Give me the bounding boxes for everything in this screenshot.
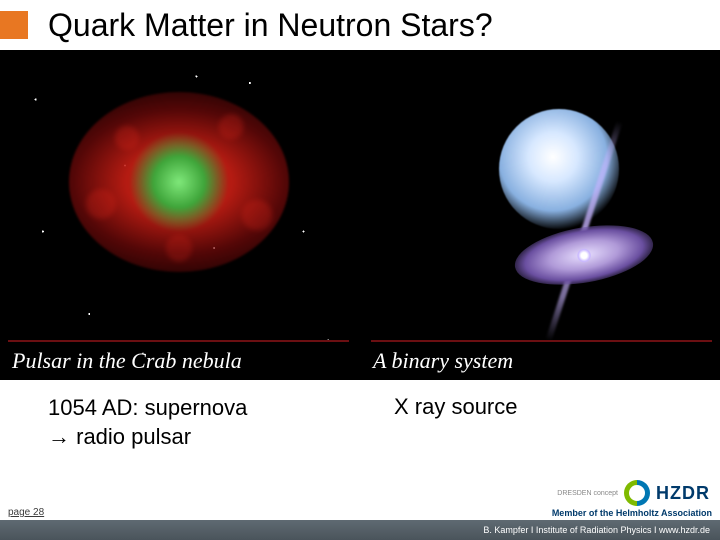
slide-title: Quark Matter in Neutron Stars? — [48, 7, 493, 44]
left-sub-line1: 1054 AD: supernova — [48, 395, 247, 420]
image-row: Pulsar in the Crab nebula A binary syste… — [0, 50, 720, 380]
title-marker — [0, 11, 28, 39]
hzdr-swirl-icon — [624, 480, 650, 506]
hzdr-logo-text: HZDR — [656, 483, 710, 504]
page-number: page 28 — [8, 507, 44, 518]
right-caption: A binary system — [373, 348, 513, 374]
left-caption: Pulsar in the Crab nebula — [12, 348, 242, 374]
footer: page 28 DRESDEN concept HZDR Member of t… — [0, 492, 720, 540]
dresden-concept-text: DRESDEN concept — [557, 490, 618, 497]
slide: Quark Matter in Neutron Stars? Pulsar in… — [0, 0, 720, 540]
right-image-panel: A binary system — [363, 50, 720, 380]
left-image-panel: Pulsar in the Crab nebula — [0, 50, 357, 380]
right-subtext: X ray source — [344, 394, 690, 451]
divider-line — [8, 340, 349, 342]
logo-block: DRESDEN concept HZDR — [557, 480, 710, 506]
member-text: Member of the Helmholtz Association — [552, 508, 712, 518]
left-subtext: 1054 AD: supernova → radio pulsar — [48, 394, 344, 451]
crab-nebula — [69, 92, 289, 272]
byline: B. Kampfer I Institute of Radiation Phys… — [483, 525, 710, 535]
divider-line — [371, 340, 712, 342]
title-bar: Quark Matter in Neutron Stars? — [0, 0, 720, 50]
footer-bar: B. Kampfer I Institute of Radiation Phys… — [0, 520, 720, 540]
subtext-row: 1054 AD: supernova → radio pulsar X ray … — [0, 380, 720, 451]
accretion-disk — [511, 215, 658, 293]
left-sub-line2: → radio pulsar — [48, 424, 191, 449]
